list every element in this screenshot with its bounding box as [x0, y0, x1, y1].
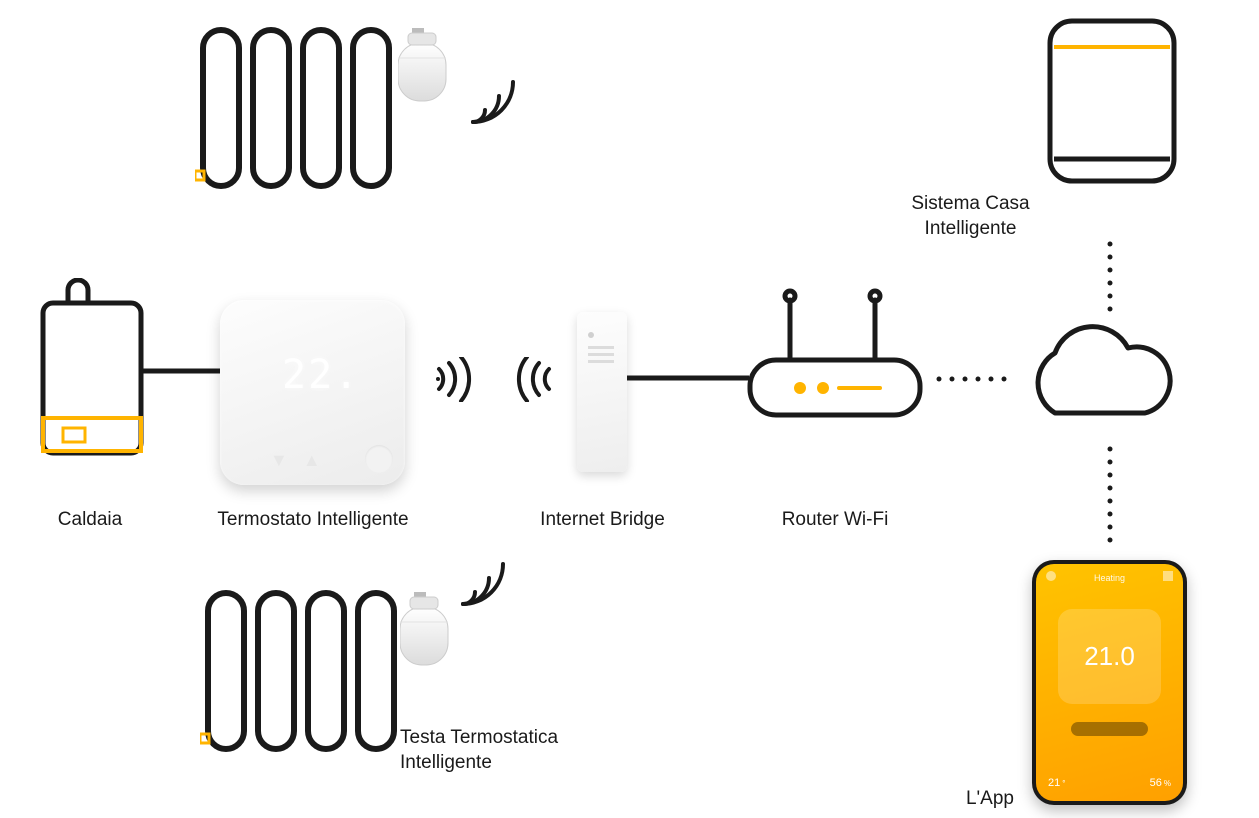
boiler-label: Caldaia — [40, 508, 140, 533]
thermostat-label: Termostato Intelligente — [198, 508, 428, 533]
trv-label: Testa Termostatica Intelligente — [400, 726, 590, 775]
wifi-left-icon — [515, 357, 555, 402]
thermostat-display: 22. — [282, 352, 360, 398]
router-icon — [745, 288, 925, 438]
boiler-icon — [38, 278, 146, 458]
smart-home-box-icon — [1046, 17, 1178, 187]
bridge-label: Internet Bridge — [525, 508, 680, 533]
connection-boiler-thermostat — [141, 368, 223, 374]
radiator-valve-top-icon — [398, 28, 463, 113]
dots-smarthome-cloud — [1105, 240, 1115, 318]
connection-bridge-router — [627, 375, 749, 381]
router-label: Router Wi-Fi — [755, 508, 915, 533]
dots-cloud-phone — [1105, 445, 1115, 550]
radiator-top-icon — [195, 25, 415, 193]
dots-router-cloud — [935, 374, 1015, 384]
wifi-waves-bottom-icon — [455, 560, 510, 615]
app-main-tile: 21.0 — [1058, 609, 1161, 704]
radiator-bottom-icon — [200, 588, 420, 756]
phone-device: Heating 21.0 21° 56% — [1032, 560, 1187, 805]
cloud-icon — [1010, 318, 1180, 433]
wifi-right-icon — [433, 357, 473, 402]
app-label: L'App — [955, 787, 1025, 812]
app-bottom-stats: 21° 56% — [1048, 777, 1171, 789]
wifi-waves-top-icon — [465, 78, 520, 133]
smart-home-label: Sistema Casa Intelligente — [898, 192, 1043, 241]
bridge-device — [577, 312, 627, 472]
phone-screen: Heating 21.0 21° 56% — [1036, 564, 1183, 801]
thermostat-device: 22. ▼ ▲ — [220, 300, 405, 485]
